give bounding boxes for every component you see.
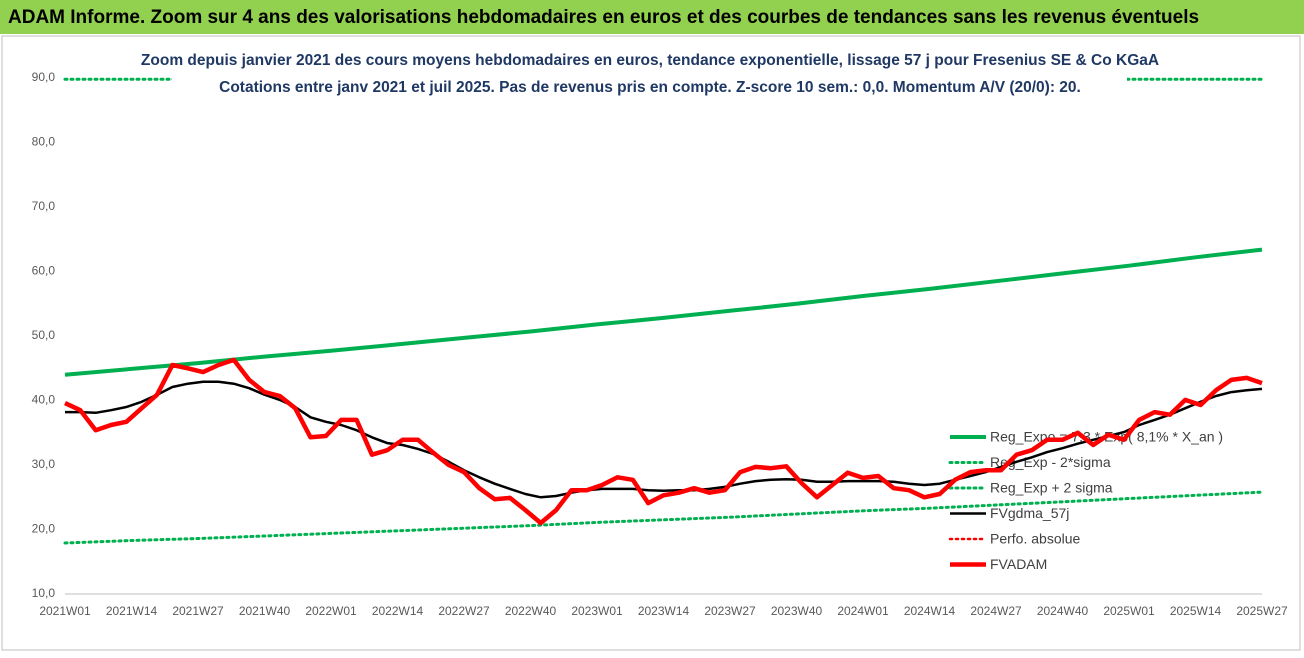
x-tick-label: 2023W40	[771, 604, 823, 618]
x-tick-label: 2021W01	[39, 604, 91, 618]
x-tick-label: 2023W27	[704, 604, 756, 618]
y-tick-label: 60,0	[32, 264, 56, 278]
plot-area: 10,0 20,0 30,0 40,0 50,0 60,0 70,0 80,0 90,0 2021…	[32, 70, 1288, 618]
y-tick-label: 20,0	[32, 522, 56, 536]
chart-frame	[1, 35, 1301, 651]
legend-label: FVgdma_57j	[990, 505, 1069, 521]
x-tick-label: 2021W40	[239, 604, 291, 618]
x-tick-label: 2021W27	[172, 604, 224, 618]
x-tick-label: 2023W14	[638, 604, 690, 618]
title-background	[172, 44, 1127, 102]
x-tick-label: 2023W01	[571, 604, 623, 618]
x-tick-label: 2025W01	[1103, 604, 1155, 618]
y-tick-label: 10,0	[32, 586, 56, 600]
y-tick-label: 50,0	[32, 328, 56, 342]
x-tick-label: 2024W40	[1037, 604, 1089, 618]
x-tick-label: 2025W14	[1170, 604, 1222, 618]
legend-label: FVADAM	[990, 556, 1047, 572]
x-tick-label: 2022W01	[305, 604, 357, 618]
header-bar	[0, 0, 1304, 34]
series-line	[63, 490, 1264, 545]
series-line	[64, 247, 1263, 377]
legend-label: Perfo. absolue	[990, 531, 1080, 547]
series-line	[65, 380, 1263, 499]
x-tick-label: 2022W27	[438, 604, 490, 618]
y-tick-label: 30,0	[32, 457, 56, 471]
x-tick-label: 2022W40	[505, 604, 557, 618]
x-tick-label: 2025W27	[1236, 604, 1288, 618]
x-tick-label: 2021W14	[106, 604, 158, 618]
y-tick-label: 70,0	[32, 199, 56, 213]
x-tick-label: 2022W14	[372, 604, 424, 618]
x-tick-label: 2024W27	[970, 604, 1022, 618]
y-tick-label: 40,0	[32, 393, 56, 407]
series-line	[64, 357, 1263, 526]
y-tick-label: 90,0	[32, 70, 56, 84]
x-tick-label: 2024W14	[904, 604, 956, 618]
title-box: Zoom depuis janvier 2021 des cours moyen…	[141, 44, 1159, 102]
header-title: ADAM Informe. Zoom sur 4 ans des valoris…	[8, 7, 1199, 28]
legend-label: Reg_Exp - 2*sigma	[990, 454, 1111, 470]
y-tick-label: 80,0	[32, 135, 56, 149]
x-tick-label: 2024W01	[837, 604, 889, 618]
chart-title: Zoom depuis janvier 2021 des cours moyen…	[141, 52, 1159, 69]
legend-label: Reg_Exp + 2 sigma	[990, 480, 1113, 496]
chart-subtitle: Cotations entre janv 2021 et juil 2025. …	[219, 79, 1081, 96]
